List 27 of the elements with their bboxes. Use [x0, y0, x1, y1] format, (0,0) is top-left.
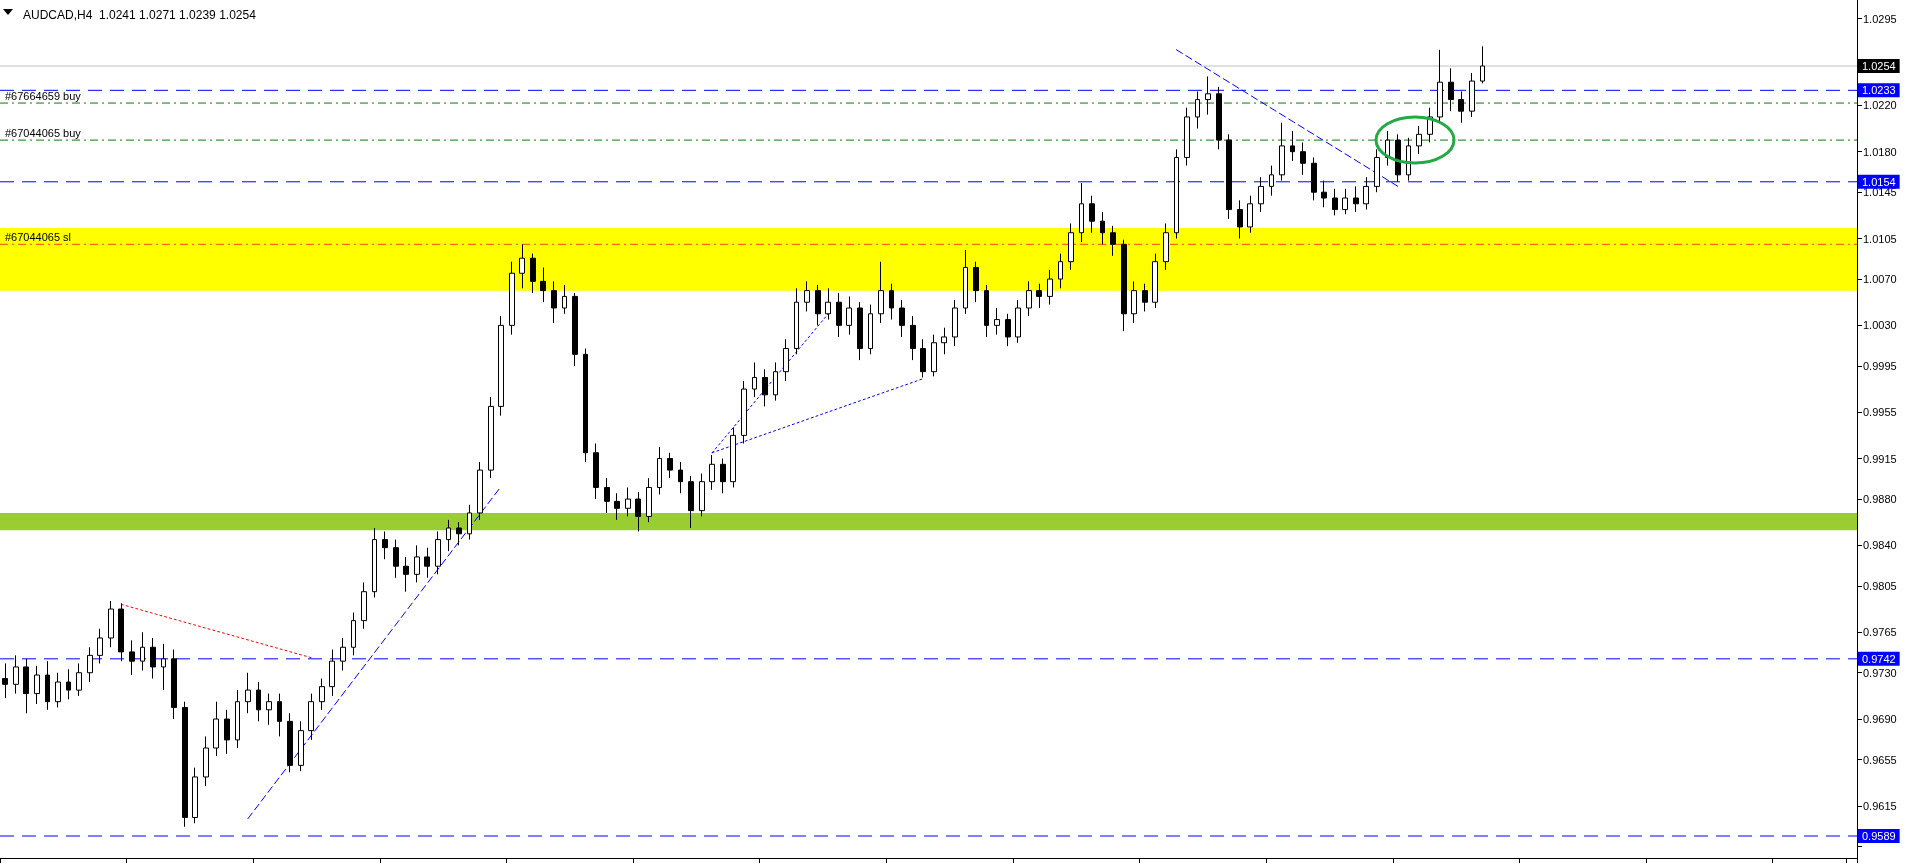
text: AUDCAD,H4 1.0241 1.0271 1.0239 1.0254 — [23, 8, 257, 22]
y-tick-label: 1.0105 — [1863, 232, 1897, 245]
y-tick-label: 0.9840 — [1863, 539, 1897, 552]
ref-line-label: 1.0233 — [1862, 84, 1896, 97]
y-tick-label: 1.0030 — [1863, 319, 1897, 332]
ref-line-label: #67044065 sl — [5, 230, 72, 243]
y-tick-label: 1.0145 — [1863, 186, 1897, 199]
y-tick-label: 0.9915 — [1863, 452, 1897, 465]
ref-line-label: #67664659 buy — [5, 89, 82, 102]
y-tick-label: 0.9730 — [1863, 666, 1897, 679]
y-tick-label: 0.9765 — [1863, 626, 1897, 639]
y-tick-label: 1.0295 — [1863, 12, 1897, 25]
y-tick-label: 0.9690 — [1863, 713, 1897, 726]
y-tick-label: 0.9805 — [1863, 579, 1897, 592]
ref-line-label: 0.9742 — [1862, 652, 1896, 665]
ref-line-label: 1.0254 — [1862, 60, 1896, 72]
y-tick-label: 1.0220 — [1863, 99, 1897, 112]
y-tick-label: 0.9615 — [1863, 799, 1897, 812]
y-tick-label: 0.9955 — [1863, 406, 1897, 419]
y-tick-label: 1.0070 — [1863, 273, 1897, 286]
ref-line-label: #67044065 buy — [5, 126, 82, 139]
y-tick-label: 0.9995 — [1863, 359, 1897, 372]
ref-line-label: 0.9589 — [1862, 830, 1896, 842]
y-tick-label: 1.0180 — [1863, 145, 1897, 158]
ref-line-label: 1.0154 — [1862, 175, 1896, 188]
y-tick-label: 0.9880 — [1863, 493, 1897, 506]
y-tick-label: 0.9655 — [1863, 753, 1897, 766]
